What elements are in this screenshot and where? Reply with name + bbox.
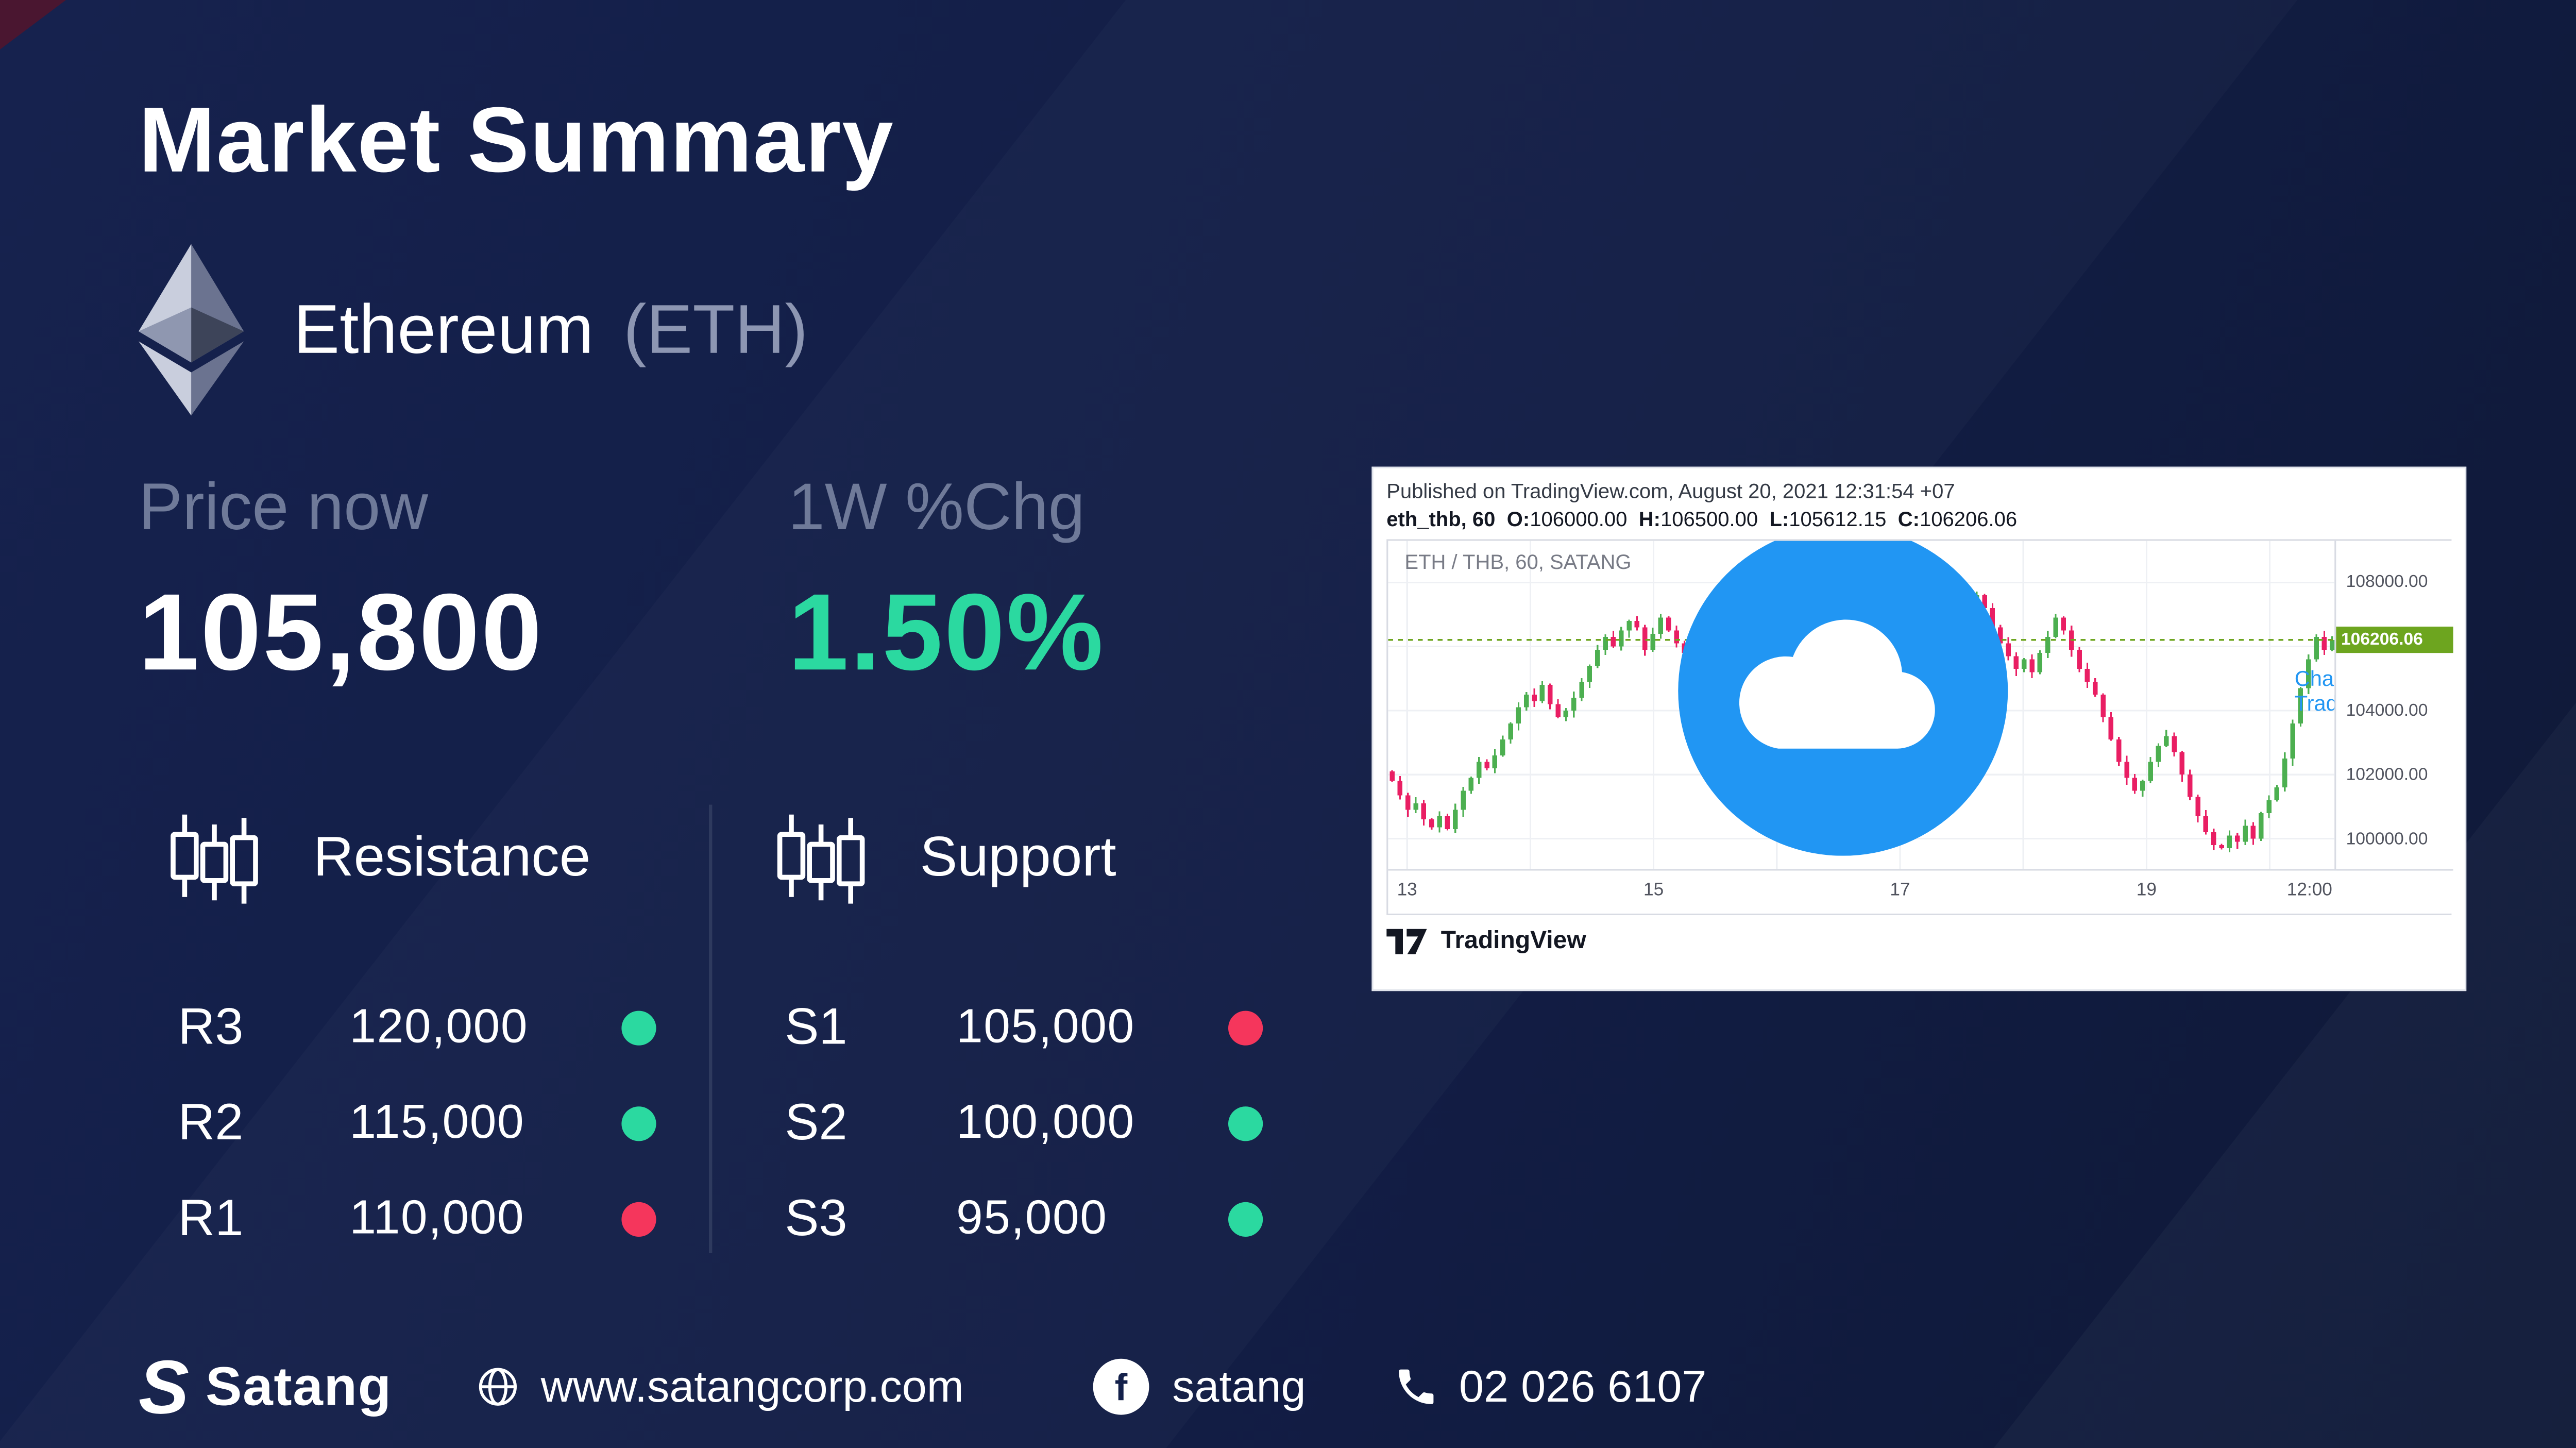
y-axis-tick: 100000.00 [2346,829,2428,849]
level-label: S3 [785,1189,848,1247]
brand-name: Satang [206,1355,392,1417]
level-status-dot [621,1105,656,1140]
footer-website[interactable]: www.satangcorp.com [475,1336,964,1438]
level-label: R1 [178,1189,244,1247]
price-axis: 108000.00106000.00104000.00102000.001000… [2336,541,2453,871]
level-label: S2 [785,1093,848,1151]
x-axis-tick: 17 [1890,880,1910,901]
axis-corner [2336,870,2453,914]
chart-watermark: ETH / THB, 60, SATANG [1404,550,1632,574]
chart-symbol: eth_thb, 60 [1386,508,1496,531]
x-axis-tick: 13 [1397,880,1417,901]
chart-plot-frame: ETH / THB, 60, SATANG Chart by TradingVi… [1386,539,2453,915]
table-row: S3 95,000 [785,1189,1263,1247]
resistance-header: Resistance [162,800,656,915]
level-status-dot [1228,1010,1263,1045]
page-title: Market Summary [138,87,894,192]
candlestick-icon [171,814,258,904]
facebook-handle: satang [1172,1361,1306,1411]
price-now-label: Price now [138,472,428,544]
ohlc-high-label: H: [1638,508,1660,531]
coin-header: Ethereum (ETH) [139,244,808,416]
table-row: R1 110,000 [178,1189,656,1247]
last-price-badge: 106206.06 [2336,627,2453,653]
level-value: 95,000 [956,1191,1108,1244]
level-value: 115,000 [349,1096,525,1149]
globe-icon [479,1368,517,1406]
tradingview-logo-icon [1386,928,1427,954]
table-row: S2 100,000 [785,1093,1263,1151]
level-value: 105,000 [956,1000,1135,1053]
coin-ticker: (ETH) [623,290,808,368]
facebook-icon: f [1093,1358,1149,1415]
ohlc-close-label: C: [1897,508,1920,531]
x-axis-tick: 12:00 [2286,880,2332,901]
table-row: R3 120,000 [178,998,656,1055]
candlestick-icon [777,814,865,904]
ohlc-close-value: 106206.06 [1920,508,2018,531]
ethereum-icon [139,244,244,416]
support-header: Support [768,800,1263,915]
x-axis-tick: 19 [2136,880,2157,901]
level-status-dot [1228,1201,1263,1236]
candlestick-plot: ETH / THB, 60, SATANG Chart by TradingVi… [1388,541,2336,871]
coin-name: Ethereum (ETH) [294,290,808,369]
level-value: 100,000 [956,1096,1135,1149]
support-section: Support S1 105,000 S2 100,000 S3 95,000 [768,800,1263,1247]
phone-icon [1399,1369,1434,1404]
price-now-stat: Price now 105,800 [139,472,788,694]
resistance-rows: R3 120,000 R2 115,000 R1 110,000 [162,998,656,1247]
resistance-section: Resistance R3 120,000 R2 115,000 R1 110,… [162,800,656,1247]
ohlc-open-value: 106000.00 [1530,508,1628,531]
y-axis-tick: 104000.00 [2346,700,2428,721]
tradingview-chart-card: Published on TradingView.com, August 20,… [1371,466,2467,991]
support-title: Support [920,825,1116,888]
level-status-dot [621,1010,656,1045]
level-label: S1 [785,998,848,1055]
coin-name-text: Ethereum [293,290,594,368]
level-value: 120,000 [349,1000,529,1053]
tradingview-attribution-link[interactable]: Chart by TradingView [1404,541,2334,856]
support-rows: S1 105,000 S2 100,000 S3 95,000 [768,998,1263,1247]
ohlc-open-label: O: [1506,508,1530,531]
level-status-dot [1228,1105,1263,1140]
ohlc-low-label: L: [1769,508,1789,531]
y-axis-tick: 108000.00 [2346,573,2428,593]
corner-accent [0,0,66,49]
attribution-text: Chart by TradingView [2294,666,2334,716]
chart-published-line: Published on TradingView.com, August 20,… [1386,480,1955,503]
week-change-label: 1W %Chg [788,472,1085,544]
tradingview-logo: TradingView [1386,927,2451,955]
tradingview-logo-text: TradingView [1440,927,1586,955]
phone-number: 02 026 6107 [1459,1361,1707,1411]
level-status-dot [621,1201,656,1236]
resistance-title: Resistance [313,825,591,888]
footer-phone: 02 026 6107 [1393,1336,1707,1438]
table-row: R2 115,000 [178,1093,656,1151]
table-row: S1 105,000 [785,998,1263,1055]
level-label: R3 [178,998,244,1055]
stats-row: Price now 105,800 1W %Chg 1.50% [139,472,1438,694]
level-value: 110,000 [349,1191,525,1244]
footer-brand: S Satang [139,1336,392,1438]
y-axis-tick: 102000.00 [2346,764,2428,785]
x-axis-tick: 15 [1643,880,1664,901]
ohlc-low-value: 105612.15 [1789,508,1887,531]
chart-ohlc-line: eth_thb, 60 O:106000.00 H:106500.00 L:10561… [1386,508,2451,531]
week-change-stat: 1W %Chg 1.50% [788,472,1438,694]
level-label: R2 [178,1093,244,1151]
time-axis: 13 15 17 19 12:00 [1388,870,2336,914]
price-now-value: 105,800 [138,570,544,693]
footer-facebook[interactable]: f satang [1093,1336,1306,1438]
tradingview-cloud-icon [1678,541,2008,856]
ohlc-high-value: 106500.00 [1660,508,1758,531]
website-url: www.satangcorp.com [540,1361,964,1411]
section-divider [709,804,713,1253]
week-change-value: 1.50% [788,570,1105,693]
satang-logo-icon: S [138,1344,189,1430]
